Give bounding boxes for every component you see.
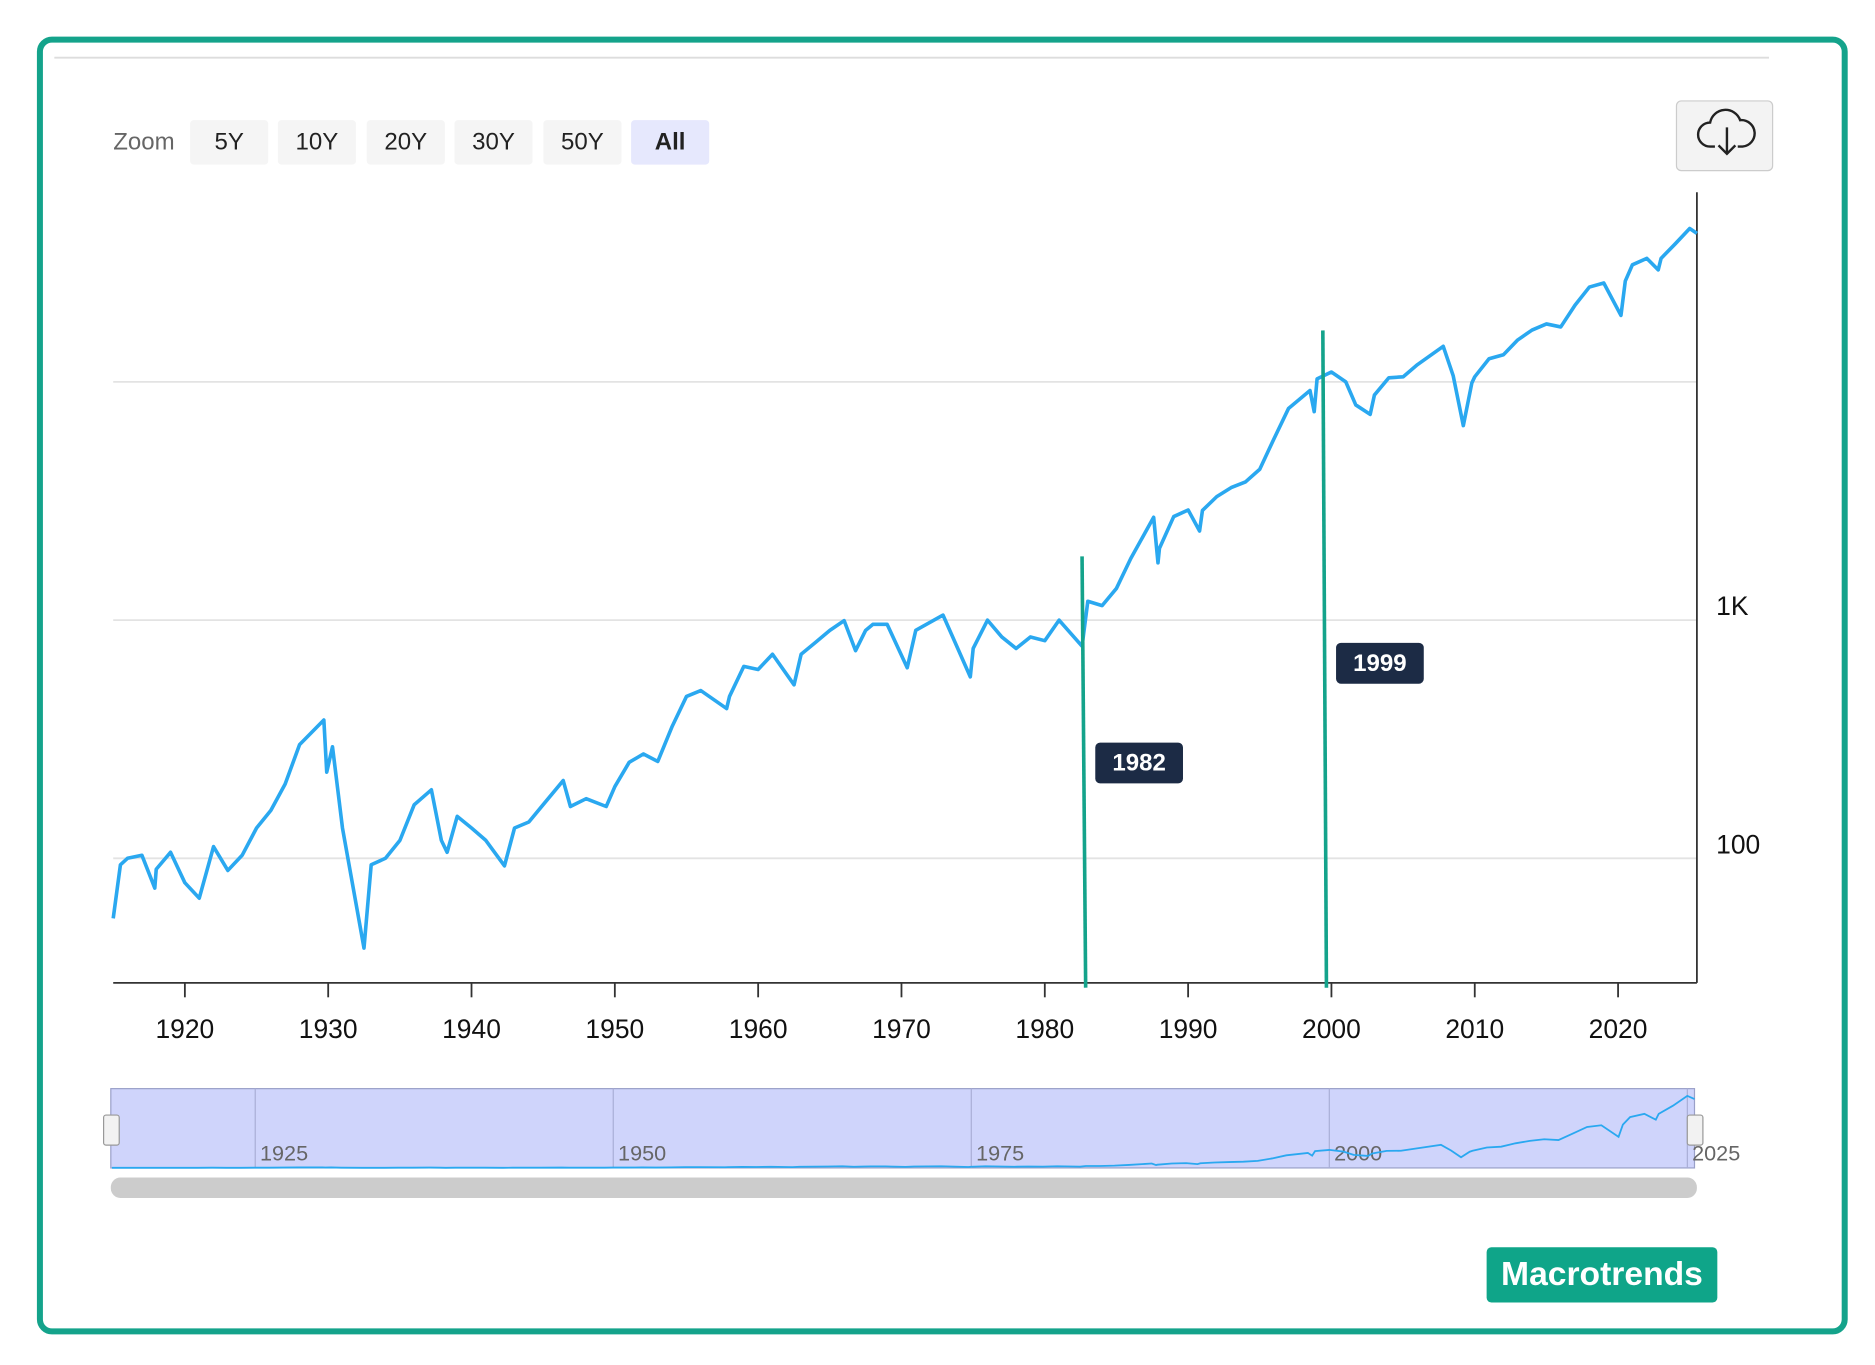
annotation-box <box>1095 742 1183 784</box>
x-tick-label: 1990 <box>1159 1014 1218 1044</box>
x-tick-label: 2020 <box>1589 1014 1648 1044</box>
scrollbar[interactable] <box>110 1177 1697 1198</box>
nav-series-line <box>112 1094 1695 1169</box>
x-tick-label: 1950 <box>585 1014 644 1044</box>
x-tick-label: 1960 <box>729 1014 788 1044</box>
annotation-box <box>1336 642 1424 684</box>
annotation-line <box>1321 330 1329 988</box>
annotation-line <box>1080 556 1088 988</box>
download-button[interactable] <box>1675 100 1774 172</box>
zoom-button[interactable] <box>366 120 445 165</box>
zoom-button-label[interactable]: 30Y <box>472 128 515 155</box>
download-box[interactable] <box>1675 100 1774 172</box>
nav-handle-left[interactable] <box>102 1114 120 1146</box>
x-tick-label: 1970 <box>872 1014 931 1044</box>
annotation-label: 1999 <box>1353 650 1406 677</box>
x-tick-label: 1920 <box>155 1014 214 1044</box>
x-tick-label: 1940 <box>442 1014 501 1044</box>
plot: 100 1K 1920 1930 1940 1950 1960 1970 1980 1990 200… <box>111 192 1760 1044</box>
annotation-label: 1982 <box>1112 750 1165 777</box>
x-tick-label: 2000 <box>1302 1014 1361 1044</box>
brand-box <box>1486 1247 1718 1303</box>
zoom-button[interactable] <box>190 120 269 165</box>
zoom-button[interactable] <box>631 120 710 165</box>
frame <box>36 36 1848 1335</box>
zoom-button[interactable] <box>277 120 356 165</box>
navigator-mask <box>110 1088 1696 1169</box>
zoom-button-label[interactable]: 5Y <box>214 128 243 155</box>
y-tick-label: 1K <box>1716 591 1749 621</box>
y-tick-label: 100 <box>1716 829 1760 859</box>
x-tick-label: 1930 <box>299 1014 358 1044</box>
nav-tick-label: 1975 <box>976 1140 1024 1165</box>
download-icon[interactable] <box>1696 108 1756 156</box>
nav-handle-right[interactable] <box>1686 1114 1704 1146</box>
nav-tick-label: 1950 <box>618 1140 666 1165</box>
zoom-buttons: 5Y 10Y 20Y 30Y 50Y All <box>190 120 710 165</box>
zoom-button-label[interactable]: 10Y <box>296 128 339 155</box>
x-tick-label: 2010 <box>1445 1014 1504 1044</box>
zoom-button-label[interactable]: 20Y <box>384 128 427 155</box>
series-line <box>111 226 1698 950</box>
x-tick-label: 1980 <box>1015 1014 1074 1044</box>
brand: Macrotrends <box>1501 1256 1703 1293</box>
zoom-button[interactable] <box>543 120 622 165</box>
zoom-button[interactable] <box>454 120 533 165</box>
zoom-button-label[interactable]: 50Y <box>561 128 604 155</box>
zoom-label: Zoom <box>113 128 174 155</box>
nav-tick-label: 1925 <box>260 1140 308 1165</box>
zoom-button-label[interactable]: All <box>655 128 686 155</box>
